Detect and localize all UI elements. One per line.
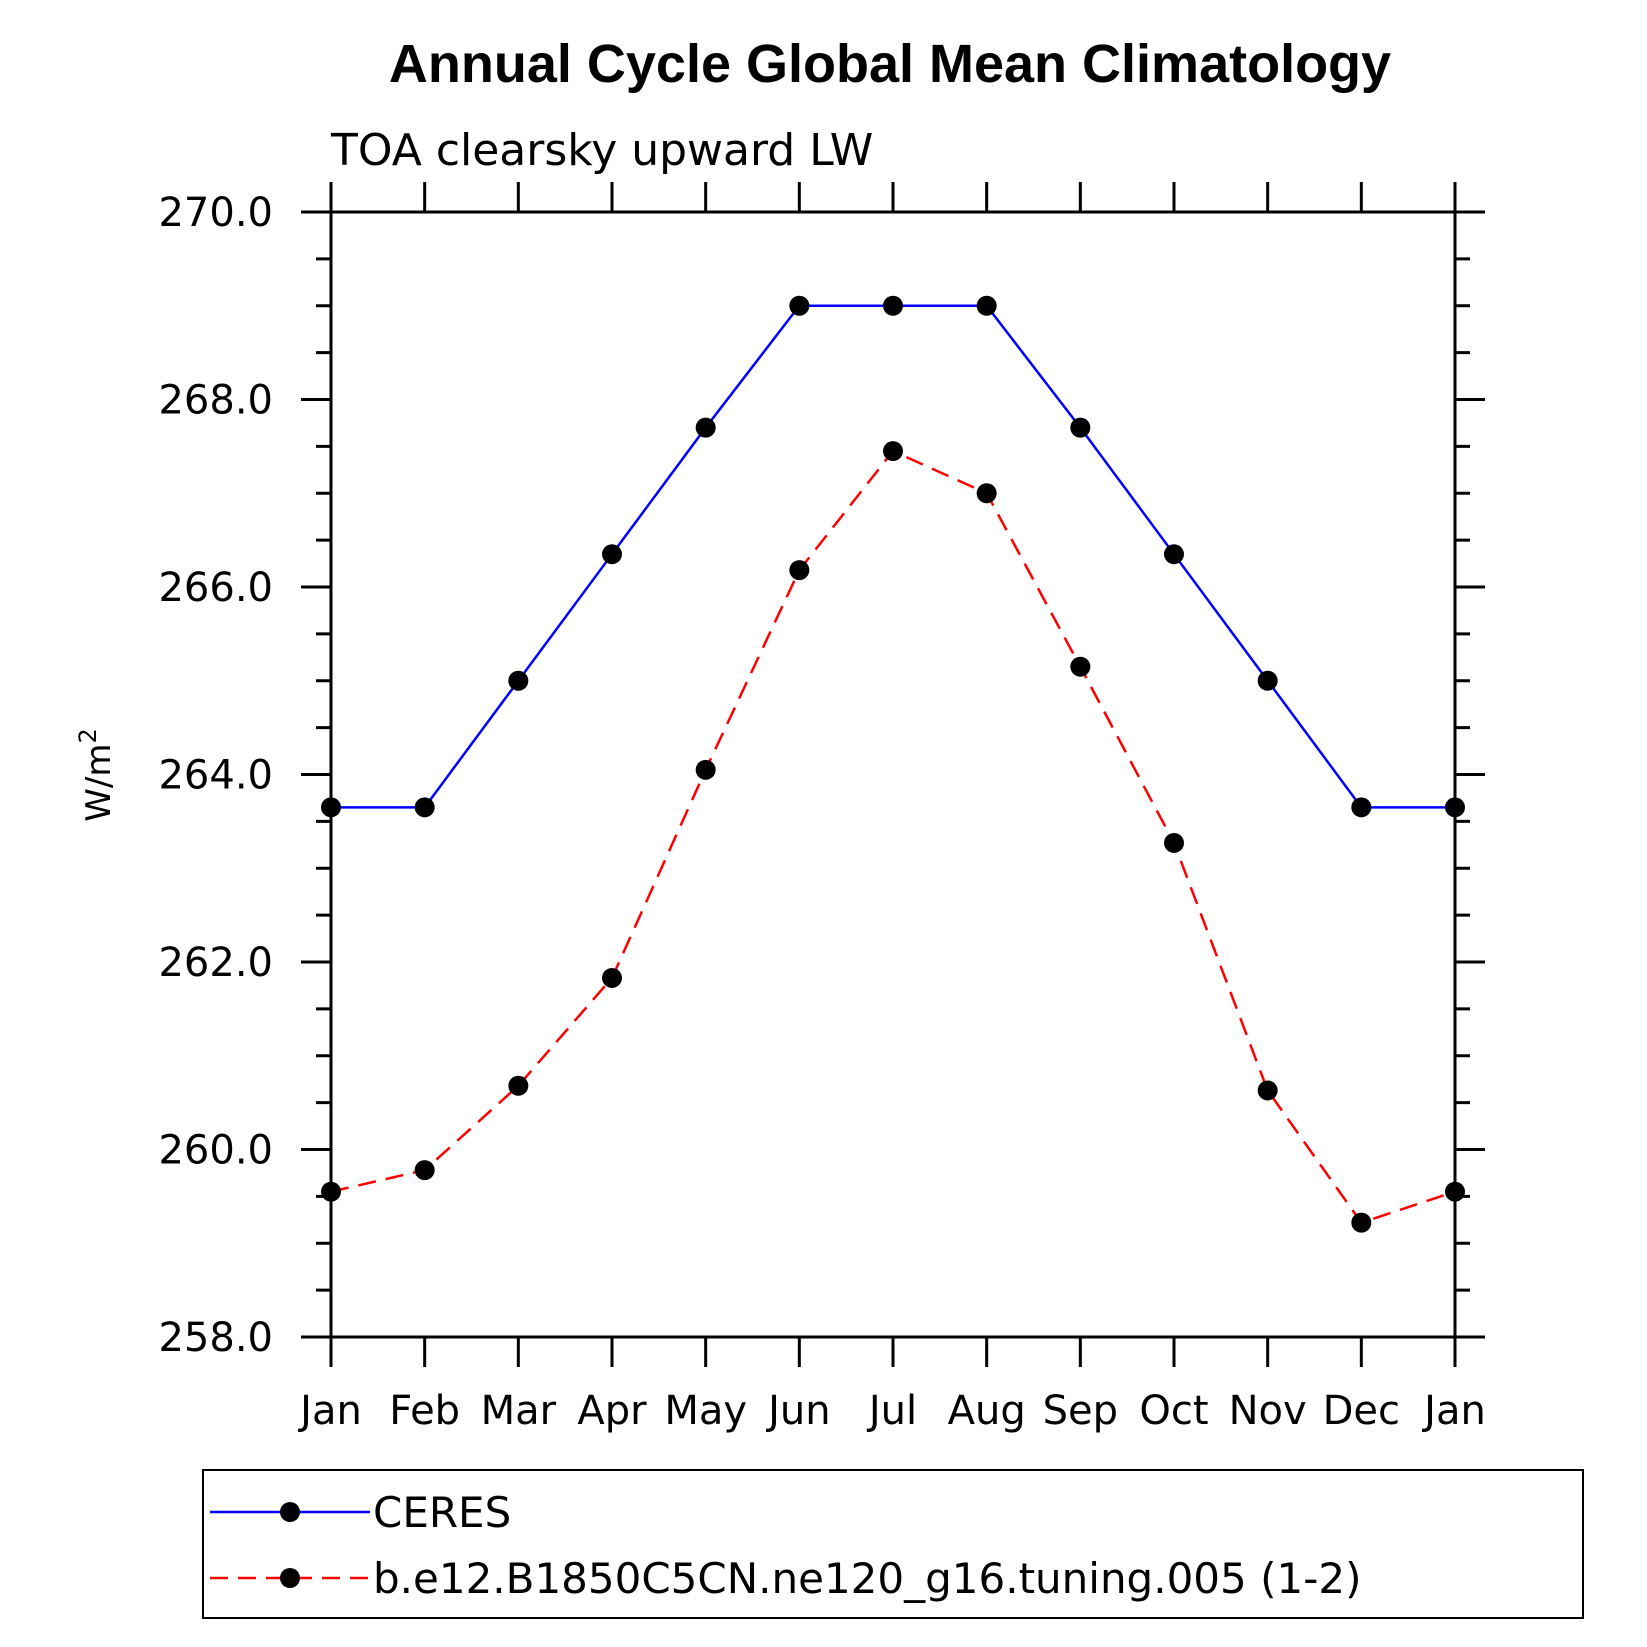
chart-title: Annual Cycle Global Mean Climatology [389,34,1391,94]
x-tick-label: Dec [1323,1388,1400,1434]
x-tick-label: Jan [1421,1388,1486,1434]
series-1-point [883,295,903,316]
y-tick-label: 270.0 [158,190,273,236]
series-2-point [883,441,903,462]
x-tick-label: Sep [1043,1388,1118,1434]
series-1-point [508,670,529,691]
axis-tick-labels: Jan Feb Mar Apr May Jun Jul Aug Sep Oct Nov Dec Jan 2… [158,190,1485,1434]
series-2-point [695,759,716,780]
series-2-point [1257,1080,1278,1101]
series-2-point [414,1160,435,1181]
y-tick-label: 264.0 [158,753,273,799]
x-tick-label: Aug [948,1388,1026,1434]
series-2-point [321,1181,341,1202]
series-2-point [976,483,997,504]
series-2-point [508,1075,529,1096]
x-tick-label: May [664,1388,747,1434]
x-tick-label: Oct [1139,1388,1208,1434]
axis-ticks [301,182,1485,1367]
x-tick-label: Jun [765,1388,831,1434]
y-axis-label: W/m2 [74,728,119,821]
series-1-point [789,295,810,316]
series-1-point [1351,797,1372,818]
series-1-point [1164,544,1184,565]
y-tick-label: 262.0 [158,940,273,986]
x-tick-label: Jul [866,1388,917,1434]
series-2-point [789,560,810,581]
y-tick-label: 258.0 [158,1315,273,1361]
x-tick-label: Mar [481,1388,557,1434]
series-1-point [321,797,341,818]
series-1-point [602,544,622,565]
legend-label-1: CERES [373,1488,511,1537]
legend: CERES b.e12.B1850C5CN.ne120_g16.tuning.00… [202,1469,1584,1619]
series-1-point [695,417,716,438]
y-tick-label: 268.0 [158,378,273,424]
series-2-point [1351,1212,1372,1233]
series-1-point [1070,417,1091,438]
series-1-point [976,295,997,316]
series-2-point [1164,832,1184,853]
series-layer [321,295,1465,1233]
series-2-point [602,967,622,988]
x-tick-label: Jan [297,1388,362,1434]
legend-box [202,1469,1584,1619]
legend-marker-2 [280,1568,300,1588]
chart-subtitle: TOA clearsky upward LW [330,125,873,176]
y-tick-label: 260.0 [158,1128,273,1174]
series-line-1 [331,304,1455,809]
series-line-2 [330,449,1456,1225]
x-tick-label: Feb [389,1388,460,1434]
legend-marker-1 [280,1502,300,1522]
legend-label-2: b.e12.B1850C5CN.ne120_g16.tuning.005 (1-… [373,1554,1361,1603]
x-tick-label: Apr [577,1388,647,1434]
series-2-point [1070,656,1091,677]
series-2-point [1445,1181,1465,1202]
x-tick-label: Nov [1229,1388,1307,1434]
series-1-point [1257,670,1278,691]
y-tick-label: 266.0 [158,565,273,611]
plot-frame [329,210,1457,1339]
series-1-point [1445,797,1465,818]
series-1-point [414,797,435,818]
